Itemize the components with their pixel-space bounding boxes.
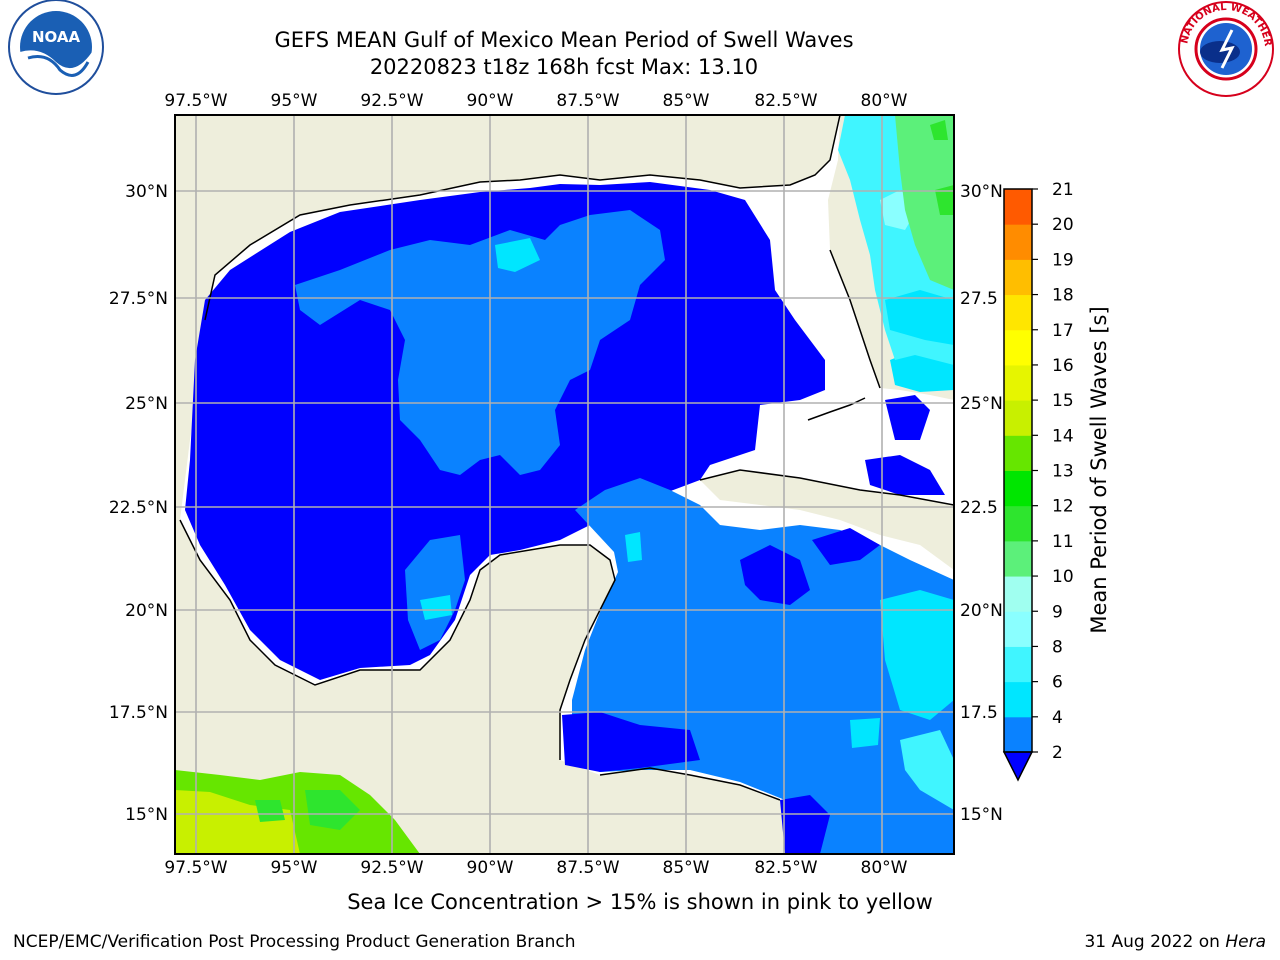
map-title: GEFS MEAN Gulf of Mexico Mean Period of … — [274, 28, 854, 52]
colorbar-tick-label: 6 — [1052, 673, 1063, 693]
map-frame — [174, 114, 955, 855]
lat-label: 22.5°N — [109, 498, 168, 518]
nws-logo-text: NATIONAL WEATHER SERVICE — [0, 0, 1273, 50]
colorbar-tick-label: 12 — [1052, 497, 1074, 517]
lon-label: 80°W — [861, 858, 908, 878]
colorbar-tick-label: 15 — [1052, 391, 1074, 411]
lon-label: 90°W — [467, 858, 514, 878]
lon-label: 85°W — [663, 858, 710, 878]
colorbar-tick-label: 21 — [1052, 180, 1074, 200]
colorbar-swatch — [1004, 364, 1032, 401]
colorbar-tick-label: 4 — [1052, 708, 1063, 728]
lat-label: 27.5°N — [109, 289, 168, 309]
producer-credit: NCEP/EMC/Verification Post Processing Pr… — [13, 932, 576, 952]
lon-label: 87.5°W — [556, 91, 619, 111]
lon-label: 80°W — [861, 91, 908, 111]
colorbar-swatch — [1004, 470, 1032, 507]
lon-label: 90°W — [467, 91, 514, 111]
colorbar-swatch — [1004, 540, 1032, 577]
lat-label: 17.5°N — [109, 703, 168, 723]
colorbar-tick-label: 17 — [1052, 321, 1074, 341]
colorbar-label: Mean Period of Swell Waves [s] — [1087, 306, 1111, 633]
noaa-logo: NOAA — [8, 0, 104, 95]
colorbar-tick-label: 11 — [1052, 532, 1074, 552]
lat-label: 20°N — [960, 601, 1003, 621]
colorbar-swatch — [1004, 400, 1032, 436]
lon-label: 85°W — [663, 91, 710, 111]
lon-label: 82.5°W — [754, 91, 817, 111]
sea-ice-note: Sea Ice Concentration > 15% is shown in … — [347, 890, 933, 914]
colorbar-swatch — [1004, 435, 1032, 471]
run-date-text: 31 Aug 2022 on — [1084, 932, 1220, 952]
colorbar-tick-label: 19 — [1052, 250, 1074, 270]
colorbar-tick-label: 2 — [1052, 743, 1063, 763]
swell-period-field — [175, 115, 954, 854]
colorbar-swatch — [1004, 716, 1032, 753]
lon-labels-top: 97.5°W 95°W 92.5°W 90°W 87.5°W 85°W 82.5… — [164, 91, 907, 111]
noaa-logo-text: NOAA — [32, 28, 81, 46]
nws-logo: NATIONAL WEATHER SERVICE — [0, 0, 1274, 97]
lon-label: 82.5°W — [754, 858, 817, 878]
colorbar-swatch — [1004, 646, 1032, 683]
lat-label: 25°N — [960, 394, 1003, 414]
lon-label: 92.5°W — [360, 858, 423, 878]
colorbar-tick-label: 18 — [1052, 286, 1074, 306]
colorbar-swatch — [1004, 329, 1032, 366]
colorbar-tick-label: 14 — [1052, 426, 1074, 446]
graticule — [175, 115, 954, 854]
colorbar: 2 4 6 8 9 10 11 12 13 14 15 16 17 18 19 20 21 Mean Perio… — [1002, 180, 1111, 782]
colorbar-swatch — [1004, 505, 1032, 542]
colorbar-swatch — [1004, 611, 1032, 647]
colorbar-tick-label: 16 — [1052, 356, 1074, 376]
lat-label: 22.5 — [960, 498, 998, 518]
lat-label: 15°N — [960, 805, 1003, 825]
lat-label: 30°N — [125, 182, 168, 202]
colorbar-swatch — [1004, 294, 1032, 331]
lat-labels-left: 30°N 27.5°N 25°N 22.5°N 20°N 17.5°N 15°N — [109, 182, 168, 825]
coastlines — [179, 115, 954, 801]
colorbar-tick-label: 20 — [1052, 215, 1074, 235]
lon-label: 97.5°W — [164, 91, 227, 111]
lat-label: 30°N — [960, 182, 1003, 202]
lat-label: 27.5 — [960, 289, 998, 309]
svg-text:NATIONAL WEATHER SERVICE: NATIONAL WEATHER SERVICE — [0, 0, 1273, 50]
colorbar-ticks: 2 4 6 8 9 10 11 12 13 14 15 16 17 18 19 20 21 — [1032, 180, 1074, 763]
colorbar-extend-triangle — [1002, 751, 1034, 782]
lon-label: 95°W — [271, 91, 318, 111]
map-subtitle: 20220823 t18z 168h fcst Max: 13.10 — [369, 55, 759, 79]
lat-label: 15°N — [125, 805, 168, 825]
colorbar-swatch — [1004, 576, 1032, 612]
lon-labels-bottom: 97.5°W 95°W 92.5°W 90°W 87.5°W 85°W 82.5… — [164, 858, 907, 878]
colorbar-tick-label: 8 — [1052, 637, 1063, 657]
lat-labels-right: 30°N 27.5 25°N 22.5 20°N 17.5 15°N — [960, 182, 1003, 825]
colorbar-tick-label: 10 — [1052, 567, 1074, 587]
lon-label: 95°W — [271, 858, 318, 878]
colorbar-swatch — [1004, 681, 1032, 718]
machine-name: Hera — [1225, 932, 1266, 952]
lat-label: 25°N — [125, 394, 168, 414]
lat-label: 20°N — [125, 601, 168, 621]
colorbar-swatch — [1004, 189, 1032, 225]
lon-label: 97.5°W — [164, 858, 227, 878]
lon-label: 87.5°W — [556, 858, 619, 878]
lon-label: 92.5°W — [360, 91, 423, 111]
colorbar-tick-label: 13 — [1052, 462, 1074, 482]
lat-label: 17.5 — [960, 703, 998, 723]
colorbar-swatches — [1004, 189, 1032, 753]
colorbar-swatch — [1004, 259, 1032, 296]
map-plot-area — [175, 115, 954, 854]
colorbar-swatch — [1004, 224, 1032, 260]
colorbar-tick-label: 9 — [1052, 602, 1063, 622]
run-date: 31 Aug 2022 on Hera — [1084, 932, 1266, 952]
